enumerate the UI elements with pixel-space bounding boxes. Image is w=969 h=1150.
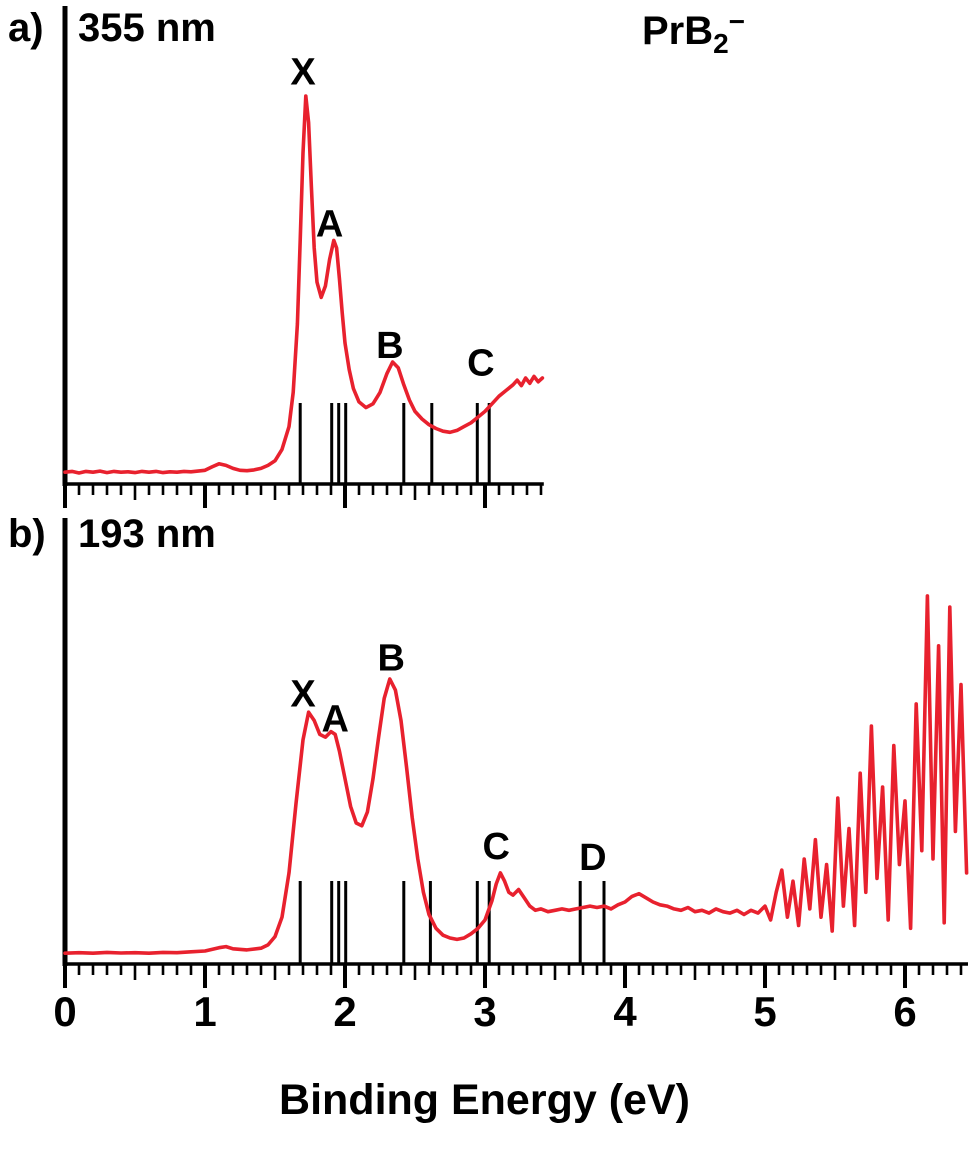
x-tick-label-0: 0	[53, 988, 76, 1035]
x-tick-label-6: 6	[893, 988, 916, 1035]
peak-label-C: C	[467, 342, 494, 384]
x-tick-label-1: 1	[193, 988, 216, 1035]
peak-label-A: A	[316, 204, 343, 246]
panel-a-label: a)	[8, 6, 44, 50]
molecule-title: PrB2−	[642, 8, 745, 58]
x-axis-title: Binding Energy (eV)	[279, 1076, 690, 1124]
peak-label-A: A	[321, 699, 348, 741]
molecule-base: PrB	[642, 9, 714, 53]
peak-label-B: B	[376, 325, 403, 367]
peak-label-X: X	[290, 674, 316, 716]
x-tick-label-4: 4	[613, 988, 637, 1035]
x-tick-label-2: 2	[333, 988, 356, 1035]
peak-label-D: D	[579, 837, 606, 879]
panel-b-wavelength: 193 nm	[78, 512, 216, 556]
peak-label-B: B	[377, 638, 404, 680]
molecule-subscript: 2	[713, 28, 729, 59]
x-tick-label-3: 3	[473, 988, 496, 1035]
spectrum-curve-panel-a)	[63, 94, 545, 475]
spectrum-curve-panel-b)	[63, 594, 969, 956]
x-tick-label-5: 5	[753, 988, 776, 1035]
panel-b-label: b)	[8, 512, 46, 556]
panel-a-wavelength: 355 nm	[78, 6, 216, 50]
molecule-charge: −	[728, 6, 746, 37]
peak-label-C: C	[482, 826, 509, 868]
peak-label-X: X	[290, 52, 316, 94]
